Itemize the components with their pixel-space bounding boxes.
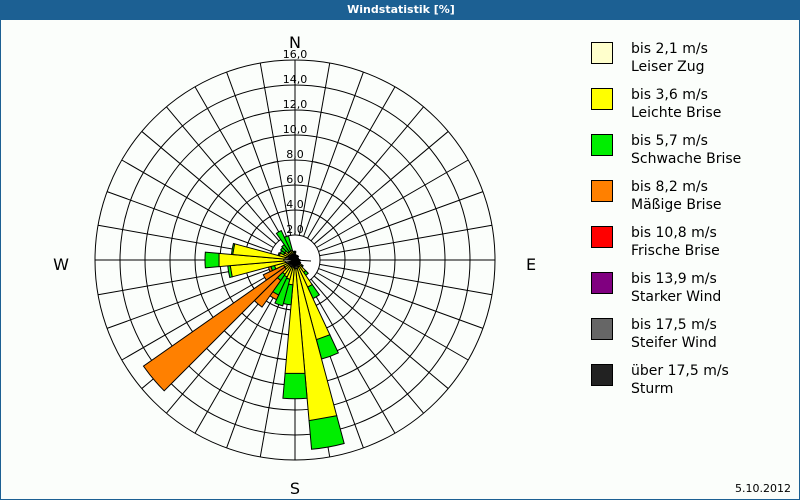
radial-tick-label: 6,0 [286, 173, 304, 186]
legend-swatch [591, 226, 613, 248]
legend-swatch [591, 42, 613, 64]
wind-bar-segment [282, 372, 308, 400]
legend-item: bis 17,5 m/s Steifer Wind [591, 316, 791, 362]
title-bar: Windstatistik [%] [1, 0, 800, 20]
wind-bar-segment [292, 250, 295, 254]
legend-item: bis 3,6 m/s Leichte Brise [591, 86, 791, 132]
legend-swatch [591, 88, 613, 110]
legend-item: bis 13,9 m/s Starker Wind [591, 270, 791, 316]
wind-bar-segment [283, 235, 294, 252]
legend-item: bis 10,8 m/s Frische Brise [591, 224, 791, 270]
legend-range: bis 2,1 m/s [631, 41, 708, 57]
radial-tick-label: 4,0 [286, 198, 304, 211]
legend-item: bis 8,2 m/s Mäßige Brise [591, 178, 791, 224]
compass-south: S [290, 479, 300, 498]
legend: bis 2,1 m/s Leiser Zug bis 3,6 m/s Leichte … [591, 40, 791, 408]
wind-bar-segment [142, 266, 287, 392]
legend-item: bis 2,1 m/s Leiser Zug [591, 40, 791, 86]
radial-tick-label: 2,0 [286, 223, 304, 236]
date-label: 5.10.2012 [735, 482, 791, 495]
legend-range: bis 10,8 m/s [631, 225, 717, 241]
wind-rose-chart: 2,0 4,0 6,0 8,0 10,0 12,0 14,0 16,0 N E S W [53, 33, 536, 498]
legend-swatch [591, 318, 613, 340]
radial-tick-label: 12,0 [283, 98, 308, 111]
polar-grid [94, 59, 496, 461]
legend-range: bis 13,9 m/s [631, 271, 717, 287]
radial-tick-label: 8,0 [286, 148, 304, 161]
legend-label: Schwache Brise [631, 151, 742, 167]
legend-label: Mäßige Brise [631, 197, 722, 213]
legend-item: bis 5,7 m/s Schwache Brise [591, 132, 791, 178]
legend-label: Starker Wind [631, 289, 722, 305]
legend-range: bis 8,2 m/s [631, 179, 708, 195]
legend-label: Frische Brise [631, 243, 720, 259]
legend-range: bis 17,5 m/s [631, 317, 717, 333]
legend-range: bis 5,7 m/s [631, 133, 708, 149]
wind-rose-bars [142, 229, 345, 450]
radial-tick-label: 16,0 [283, 48, 308, 61]
legend-swatch [591, 134, 613, 156]
legend-swatch [591, 180, 613, 202]
radial-tick-labels: 2,0 4,0 6,0 8,0 10,0 12,0 14,0 16,0 [283, 48, 308, 236]
legend-label: Leiser Zug [631, 59, 705, 75]
radial-tick-label: 10,0 [283, 123, 308, 136]
wind-bar-segment [204, 251, 220, 269]
legend-label: Steifer Wind [631, 335, 717, 351]
compass-north: N [289, 33, 301, 52]
legend-swatch [591, 272, 613, 294]
legend-label: Sturm [631, 381, 674, 397]
legend-label: Leichte Brise [631, 105, 722, 121]
wind-bar-segment [308, 415, 345, 450]
legend-range: bis 3,6 m/s [631, 87, 708, 103]
wind-bar-segment [230, 242, 236, 256]
compass-east: E [526, 255, 536, 274]
legend-range: über 17,5 m/s [631, 363, 729, 379]
legend-item: über 17,5 m/s Sturm [591, 362, 791, 408]
radial-tick-label: 14,0 [283, 73, 308, 86]
compass-west: W [53, 255, 69, 274]
legend-swatch [591, 364, 613, 386]
